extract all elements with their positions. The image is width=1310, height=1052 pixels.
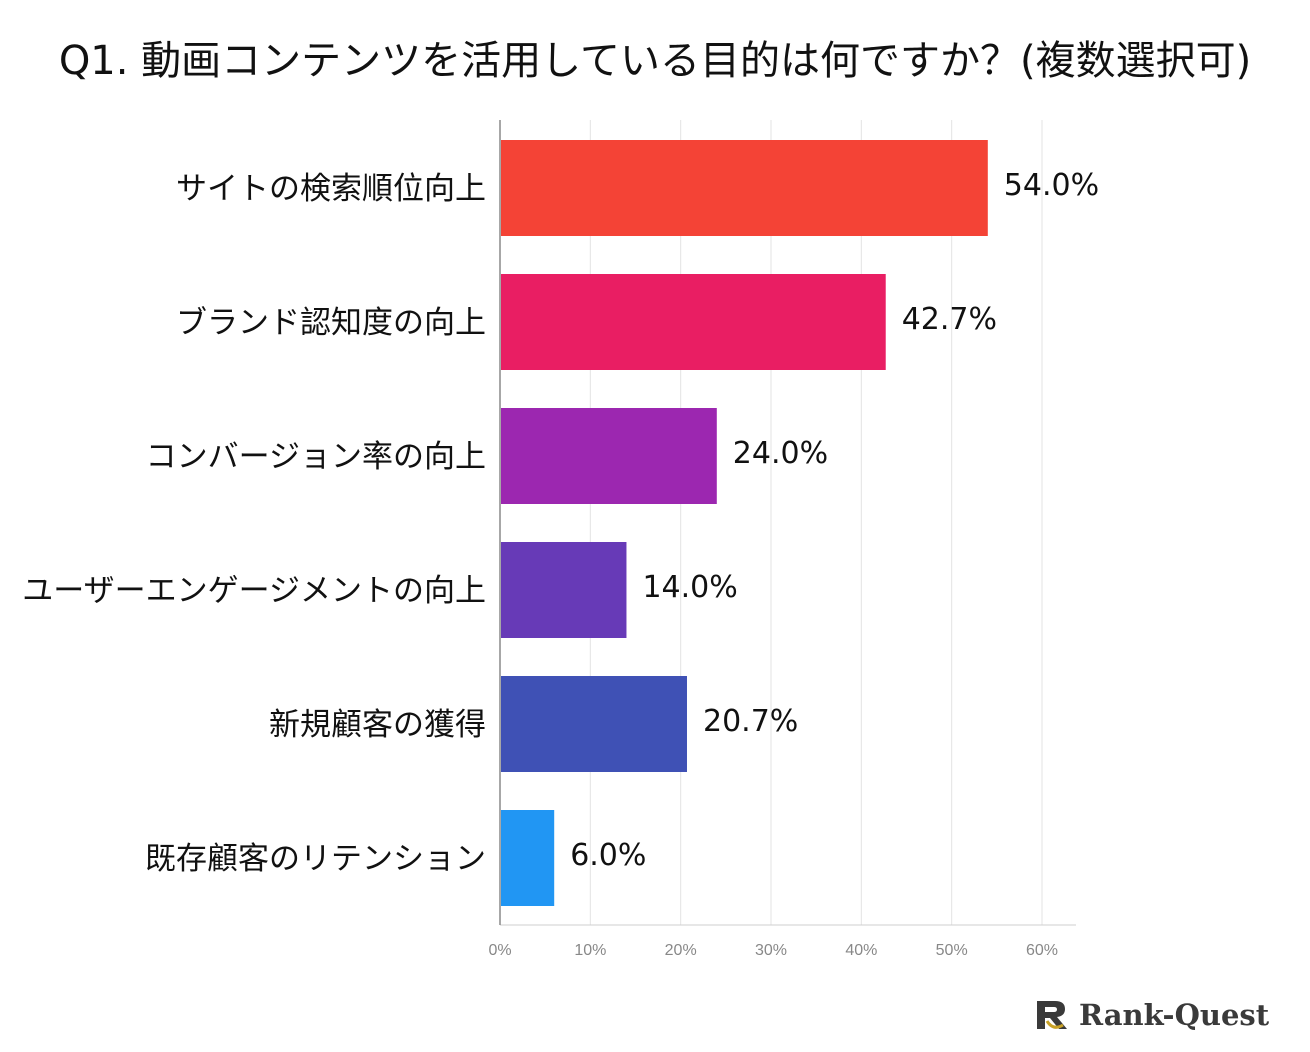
brand-logo: Rank-Quest <box>1033 994 1269 1036</box>
value-label: 42.7% <box>902 302 997 337</box>
value-label: 24.0% <box>733 436 828 471</box>
value-label: 54.0% <box>1004 168 1099 203</box>
category-label: コンバージョン率の向上 <box>146 439 486 475</box>
x-tick-label: 10% <box>574 942 606 959</box>
category-label: ブランド認知度の向上 <box>176 305 486 341</box>
category-label: 新規顧客の獲得 <box>269 707 486 743</box>
value-label: 20.7% <box>703 704 798 739</box>
x-tick-label: 0% <box>488 942 511 959</box>
bar <box>501 140 988 236</box>
logo-text: Rank-Quest <box>1079 998 1270 1032</box>
bar <box>501 274 886 370</box>
bar <box>501 408 717 504</box>
category-label: ユーザーエンゲージメントの向上 <box>22 573 486 609</box>
bar <box>501 542 627 638</box>
x-tick-label: 40% <box>845 942 877 959</box>
value-label: 6.0% <box>570 838 646 873</box>
value-label: 14.0% <box>642 570 737 605</box>
rank-quest-logo-icon <box>1037 1001 1067 1029</box>
bar <box>501 810 555 906</box>
bar <box>501 676 687 772</box>
x-tick-label: 50% <box>936 942 968 959</box>
category-label: サイトの検索順位向上 <box>176 171 486 207</box>
x-tick-label: 20% <box>665 942 697 959</box>
x-tick-label: 30% <box>755 942 787 959</box>
chart-title: Q1. 動画コンテンツを活用している目的は何ですか？(複数選択可) <box>58 38 1252 84</box>
x-tick-label: 60% <box>1026 942 1058 959</box>
category-label: 既存顧客のリテンション <box>145 841 486 877</box>
